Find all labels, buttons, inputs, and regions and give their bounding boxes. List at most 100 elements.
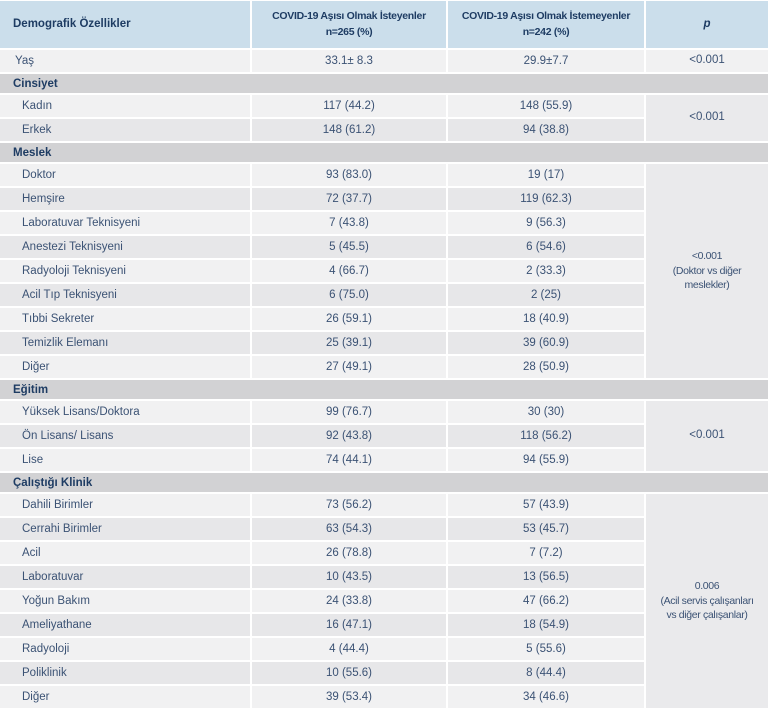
value-dont-want-vaccine: 8 (44.4): [448, 662, 646, 686]
value-dont-want-vaccine: 29.9±7.7: [448, 50, 646, 74]
p-value-cell: <0.001: [646, 50, 768, 74]
value-want-vaccine: 93 (83.0): [252, 164, 448, 188]
value-want-vaccine: 4 (44.4): [252, 638, 448, 662]
row-label: Doktor: [0, 164, 252, 188]
value-dont-want-vaccine: 2 (33.3): [448, 260, 646, 284]
section-label: Çalıştığı Klinik: [0, 473, 768, 494]
value-dont-want-vaccine: 6 (54.6): [448, 236, 646, 260]
value-want-vaccine: 6 (75.0): [252, 284, 448, 308]
value-want-vaccine: 92 (43.8): [252, 425, 448, 449]
row-label: Tıbbi Sekreter: [0, 308, 252, 332]
value-dont-want-vaccine: 57 (43.9): [448, 494, 646, 518]
value-want-vaccine: 63 (54.3): [252, 518, 448, 542]
data-row: Cerrahi Birimler 63 (54.3) 53 (45.7): [0, 518, 768, 542]
value-want-vaccine: 33.1± 8.3: [252, 50, 448, 74]
value-dont-want-vaccine: 94 (55.9): [448, 449, 646, 473]
row-label: Ameliyathane: [0, 614, 252, 638]
data-row: Yaş 33.1± 8.3 29.9±7.7 <0.001: [0, 50, 768, 74]
data-row: Lise 74 (44.1) 94 (55.9): [0, 449, 768, 473]
p-value-cell: 0.006 (Acil servis çalışanları vs diğer …: [646, 494, 768, 708]
value-dont-want-vaccine: 94 (38.8): [448, 119, 646, 143]
column-header-want-vaccine: COVID-19 Aşısı Olmak İsteyenler n=265 (%…: [252, 1, 448, 50]
data-row: Yoğun Bakım 24 (33.8) 47 (66.2): [0, 590, 768, 614]
value-want-vaccine: 72 (37.7): [252, 188, 448, 212]
row-label: Ön Lisans/ Lisans: [0, 425, 252, 449]
row-label: Acil Tıp Teknisyeni: [0, 284, 252, 308]
table-body: Yaş 33.1± 8.3 29.9±7.7 <0.001 Cinsiyet Kadın 1…: [0, 50, 768, 708]
value-dont-want-vaccine: 7 (7.2): [448, 542, 646, 566]
section-label: Meslek: [0, 143, 768, 164]
value-want-vaccine: 99 (76.7): [252, 401, 448, 425]
data-row: Diğer 27 (49.1) 28 (50.9): [0, 356, 768, 380]
value-dont-want-vaccine: 5 (55.6): [448, 638, 646, 662]
data-row: Acil 26 (78.8) 7 (7.2): [0, 542, 768, 566]
row-label: Laboratuvar Teknisyeni: [0, 212, 252, 236]
row-label: Radyoloji Teknisyeni: [0, 260, 252, 284]
row-label: Kadın: [0, 95, 252, 119]
value-dont-want-vaccine: 19 (17): [448, 164, 646, 188]
p-value-cell: <0.001: [646, 401, 768, 473]
data-row: Diğer 39 (53.4) 34 (46.6): [0, 686, 768, 708]
value-dont-want-vaccine: 9 (56.3): [448, 212, 646, 236]
data-row: Kadın 117 (44.2) 148 (55.9) <0.001: [0, 95, 768, 143]
data-row: Anestezi Teknisyeni 5 (45.5) 6 (54.6): [0, 236, 768, 260]
value-dont-want-vaccine: 30 (30): [448, 401, 646, 425]
value-want-vaccine: 39 (53.4): [252, 686, 448, 708]
data-row: Laboratuvar Teknisyeni 7 (43.8) 9 (56.3): [0, 212, 768, 236]
p-value-cell: <0.001: [646, 95, 768, 143]
data-row: Poliklinik 10 (55.6) 8 (44.4): [0, 662, 768, 686]
value-want-vaccine: 16 (47.1): [252, 614, 448, 638]
data-row: Yüksek Lisans/Doktora 99 (76.7) 30 (30) <0.…: [0, 401, 768, 473]
table-header: Demografik Özellikler COVID-19 Aşısı Olm…: [0, 1, 768, 50]
value-dont-want-vaccine: 39 (60.9): [448, 332, 646, 356]
row-label: Lise: [0, 449, 252, 473]
value-dont-want-vaccine: 53 (45.7): [448, 518, 646, 542]
section-label: Eğitim: [0, 380, 768, 401]
row-label: Radyoloji: [0, 638, 252, 662]
data-row: Acil Tıp Teknisyeni 6 (75.0) 2 (25): [0, 284, 768, 308]
row-label: Laboratuvar: [0, 566, 252, 590]
section-row: Cinsiyet: [0, 74, 768, 95]
value-want-vaccine: 4 (66.7): [252, 260, 448, 284]
value-want-vaccine: 117 (44.2): [252, 95, 448, 119]
column-header-dont-want-vaccine: COVID-19 Aşısı Olmak İstemeyenler n=242 …: [448, 1, 646, 50]
value-dont-want-vaccine: 118 (56.2): [448, 425, 646, 449]
data-row: Erkek 148 (61.2) 94 (38.8): [0, 119, 768, 143]
value-want-vaccine: 24 (33.8): [252, 590, 448, 614]
value-want-vaccine: 148 (61.2): [252, 119, 448, 143]
row-label: Dahili Birimler: [0, 494, 252, 518]
value-dont-want-vaccine: 34 (46.6): [448, 686, 646, 708]
row-label: Acil: [0, 542, 252, 566]
value-dont-want-vaccine: 18 (40.9): [448, 308, 646, 332]
data-row: Hemşire 72 (37.7) 119 (62.3): [0, 188, 768, 212]
row-label: Erkek: [0, 119, 252, 143]
row-label: Yoğun Bakım: [0, 590, 252, 614]
value-want-vaccine: 26 (59.1): [252, 308, 448, 332]
value-want-vaccine: 73 (56.2): [252, 494, 448, 518]
value-want-vaccine: 7 (43.8): [252, 212, 448, 236]
value-dont-want-vaccine: 148 (55.9): [448, 95, 646, 119]
data-row: Ön Lisans/ Lisans 92 (43.8) 118 (56.2): [0, 425, 768, 449]
row-label: Diğer: [0, 356, 252, 380]
value-want-vaccine: 26 (78.8): [252, 542, 448, 566]
value-want-vaccine: 5 (45.5): [252, 236, 448, 260]
p-value-cell: <0.001 (Doktor vs diğer meslekler): [646, 164, 768, 380]
data-row: Radyoloji Teknisyeni 4 (66.7) 2 (33.3): [0, 260, 768, 284]
column-header-demographics: Demografik Özellikler: [0, 1, 252, 50]
row-label: Yüksek Lisans/Doktora: [0, 401, 252, 425]
value-dont-want-vaccine: 2 (25): [448, 284, 646, 308]
value-want-vaccine: 27 (49.1): [252, 356, 448, 380]
data-row: Radyoloji 4 (44.4) 5 (55.6): [0, 638, 768, 662]
header-row: Demografik Özellikler COVID-19 Aşısı Olm…: [0, 1, 768, 50]
value-dont-want-vaccine: 28 (50.9): [448, 356, 646, 380]
data-row: Dahili Birimler 73 (56.2) 57 (43.9) 0.006 (…: [0, 494, 768, 708]
data-row: Temizlik Elemanı 25 (39.1) 39 (60.9): [0, 332, 768, 356]
value-dont-want-vaccine: 47 (66.2): [448, 590, 646, 614]
value-want-vaccine: 74 (44.1): [252, 449, 448, 473]
row-label: Diğer: [0, 686, 252, 708]
value-dont-want-vaccine: 18 (54.9): [448, 614, 646, 638]
section-row: Eğitim: [0, 380, 768, 401]
section-row: Çalıştığı Klinik: [0, 473, 768, 494]
data-row: Doktor 93 (83.0) 19 (17) <0.001 (Doktor vs …: [0, 164, 768, 380]
